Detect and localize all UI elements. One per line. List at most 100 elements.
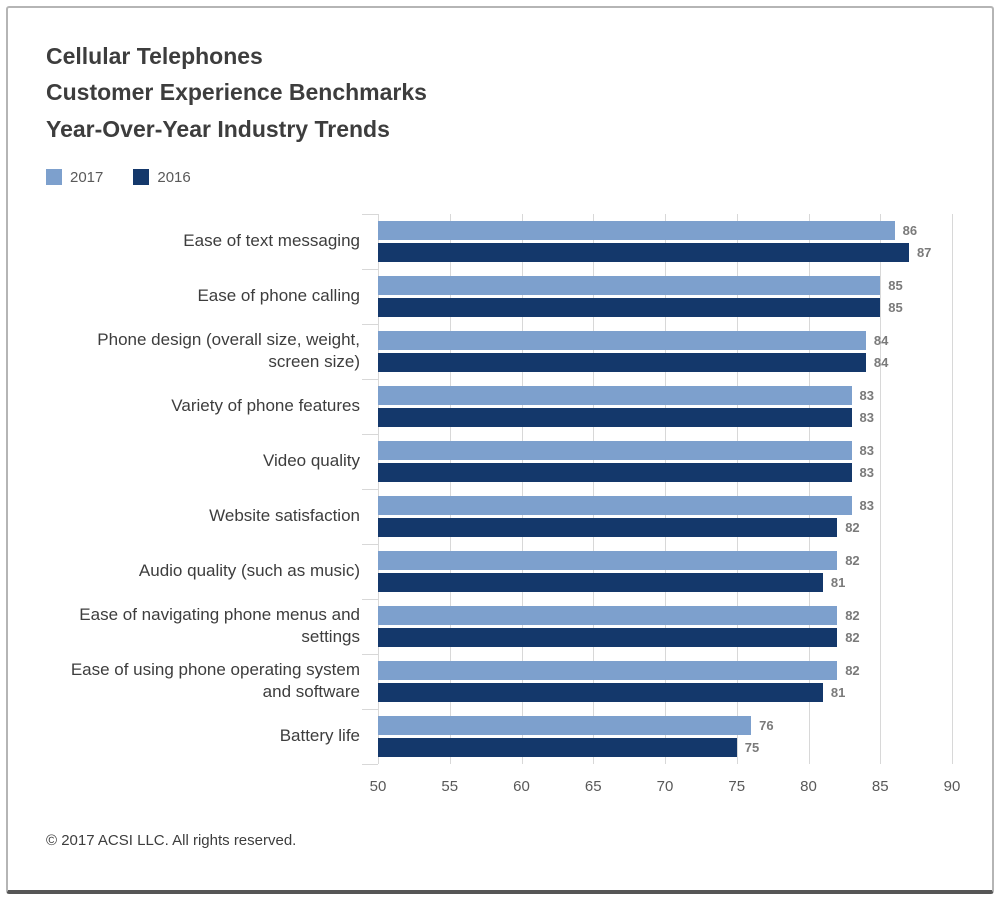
y-axis-tick [362, 543, 378, 545]
value-label: 84 [873, 332, 889, 348]
bar-group: 83 82 [378, 495, 954, 537]
gridline [880, 213, 882, 764]
x-tick-label: 75 [728, 777, 746, 795]
value-label: 81 [830, 684, 846, 700]
copyright-text: © 2017 ACSI LLC. All rights reserved. [46, 831, 297, 849]
bar-group: 82 81 [378, 550, 954, 592]
bar-2016 [378, 352, 866, 372]
y-axis-tick [362, 598, 378, 600]
category-label: Ease of navigating phone menus and setti… [79, 605, 360, 647]
bar-2017 [378, 605, 838, 625]
bar-2017 [378, 660, 838, 680]
value-label: 86 [902, 222, 918, 238]
page-title-line-1: Cellular Telephones [46, 43, 263, 69]
bar-group: 76 75 [378, 715, 954, 757]
value-label: 83 [859, 387, 875, 403]
category-label: Ease of using phone operating system and… [70, 660, 360, 702]
bar-2017 [378, 220, 895, 240]
bar-line-2017: 83 [378, 495, 952, 515]
x-tick-label: 60 [513, 777, 530, 795]
bar-group: 84 84 [378, 330, 954, 372]
gridline [521, 213, 523, 764]
category-label: Ease of phone calling [197, 286, 360, 306]
legend-swatch-2016 [133, 169, 150, 186]
x-tick-label: 50 [369, 777, 387, 795]
category-label: Video quality [262, 451, 360, 471]
gridline [593, 213, 595, 764]
value-label: 82 [845, 629, 860, 645]
value-label: 82 [845, 519, 860, 535]
page-title: Cellular Telephones Customer Experience … [46, 38, 954, 147]
y-axis-tick [362, 213, 378, 215]
y-axis-tick [362, 653, 378, 655]
chart-card: Cellular Telephones Customer Experience … [6, 6, 994, 894]
value-label: 83 [859, 409, 875, 425]
bar-2016 [378, 297, 881, 317]
x-axis: 50 55 60 65 70 75 80 85 90 [370, 777, 961, 808]
bar-line-2016: 82 [378, 517, 952, 537]
bar-line-2017: 83 [378, 385, 952, 405]
category-label: Audio quality (such as music) [138, 561, 360, 581]
bar-group: 82 81 [378, 660, 954, 702]
bar-line-2017: 86 [378, 220, 952, 240]
y-axis-tick [362, 708, 378, 710]
bar-2016 [378, 572, 823, 592]
legend-label: 2017 [70, 168, 104, 186]
legend: 2017 2016 [46, 169, 954, 186]
chart-row: Audio quality (such as music) 82 81 [46, 544, 954, 599]
x-tick-label: 90 [943, 777, 961, 795]
bar-line-2016: 81 [378, 682, 952, 702]
bar-chart: Ease of text messaging 86 87 Ease of phone … [46, 213, 961, 808]
value-label: 84 [873, 354, 889, 370]
bar-line-2016: 85 [378, 297, 952, 317]
bar-2016 [378, 627, 838, 647]
x-tick-label: 70 [656, 777, 674, 795]
gridline [665, 213, 666, 764]
grid-layer [362, 213, 953, 765]
bar-line-2016: 87 [378, 242, 952, 262]
bar-2017 [378, 330, 866, 350]
category-label: Variety of phone features [171, 396, 360, 416]
category-label: Phone design (overall size, weight, scre… [97, 330, 360, 372]
gridline [808, 213, 810, 764]
category-label: Ease of text messaging [183, 231, 360, 251]
bar-2017 [378, 715, 752, 735]
y-axis-tick [362, 433, 378, 435]
value-label: 75 [744, 739, 760, 755]
value-label: 85 [888, 277, 903, 293]
x-tick-label: 65 [584, 777, 602, 795]
legend-label: 2016 [157, 168, 191, 186]
value-label: 82 [845, 662, 860, 678]
bar-line-2017: 83 [378, 440, 952, 460]
chart-row: Phone design (overall size, weight, scre… [46, 324, 954, 379]
chart-row: Battery life 76 75 [46, 709, 954, 764]
bar-line-2016: 81 [378, 572, 952, 592]
bar-2017 [378, 550, 838, 570]
bar-2017 [378, 440, 852, 460]
bar-2017 [378, 385, 852, 405]
value-label: 83 [859, 464, 875, 480]
value-label: 82 [845, 607, 860, 623]
gridline [378, 213, 379, 764]
gridline [449, 213, 451, 764]
gridline [736, 213, 738, 764]
bar-2016 [378, 462, 852, 482]
y-axis-tick [362, 323, 378, 325]
chart-row: Ease of text messaging 86 87 [46, 214, 954, 269]
legend-item-2016: 2016 [133, 168, 191, 186]
value-label: 83 [859, 497, 875, 513]
chart-row: Ease of using phone operating system and… [46, 654, 954, 709]
chart-rows: Ease of text messaging 86 87 Ease of phone … [46, 214, 954, 764]
value-label: 81 [830, 574, 846, 590]
bar-line-2016: 82 [378, 627, 952, 647]
chart-row: Ease of phone calling 85 85 [46, 269, 954, 324]
x-tick-label: 55 [441, 777, 459, 795]
page-title-line-2: Customer Experience Benchmarks [46, 79, 427, 106]
bar-line-2017: 82 [378, 660, 952, 680]
bar-line-2016: 84 [378, 352, 952, 372]
bar-group: 83 83 [378, 385, 954, 427]
x-tick-label: 80 [800, 777, 817, 795]
gridline [952, 213, 953, 764]
bar-group: 85 85 [378, 275, 954, 317]
page-title-line-3: Year-Over-Year Industry Trends [46, 115, 390, 142]
